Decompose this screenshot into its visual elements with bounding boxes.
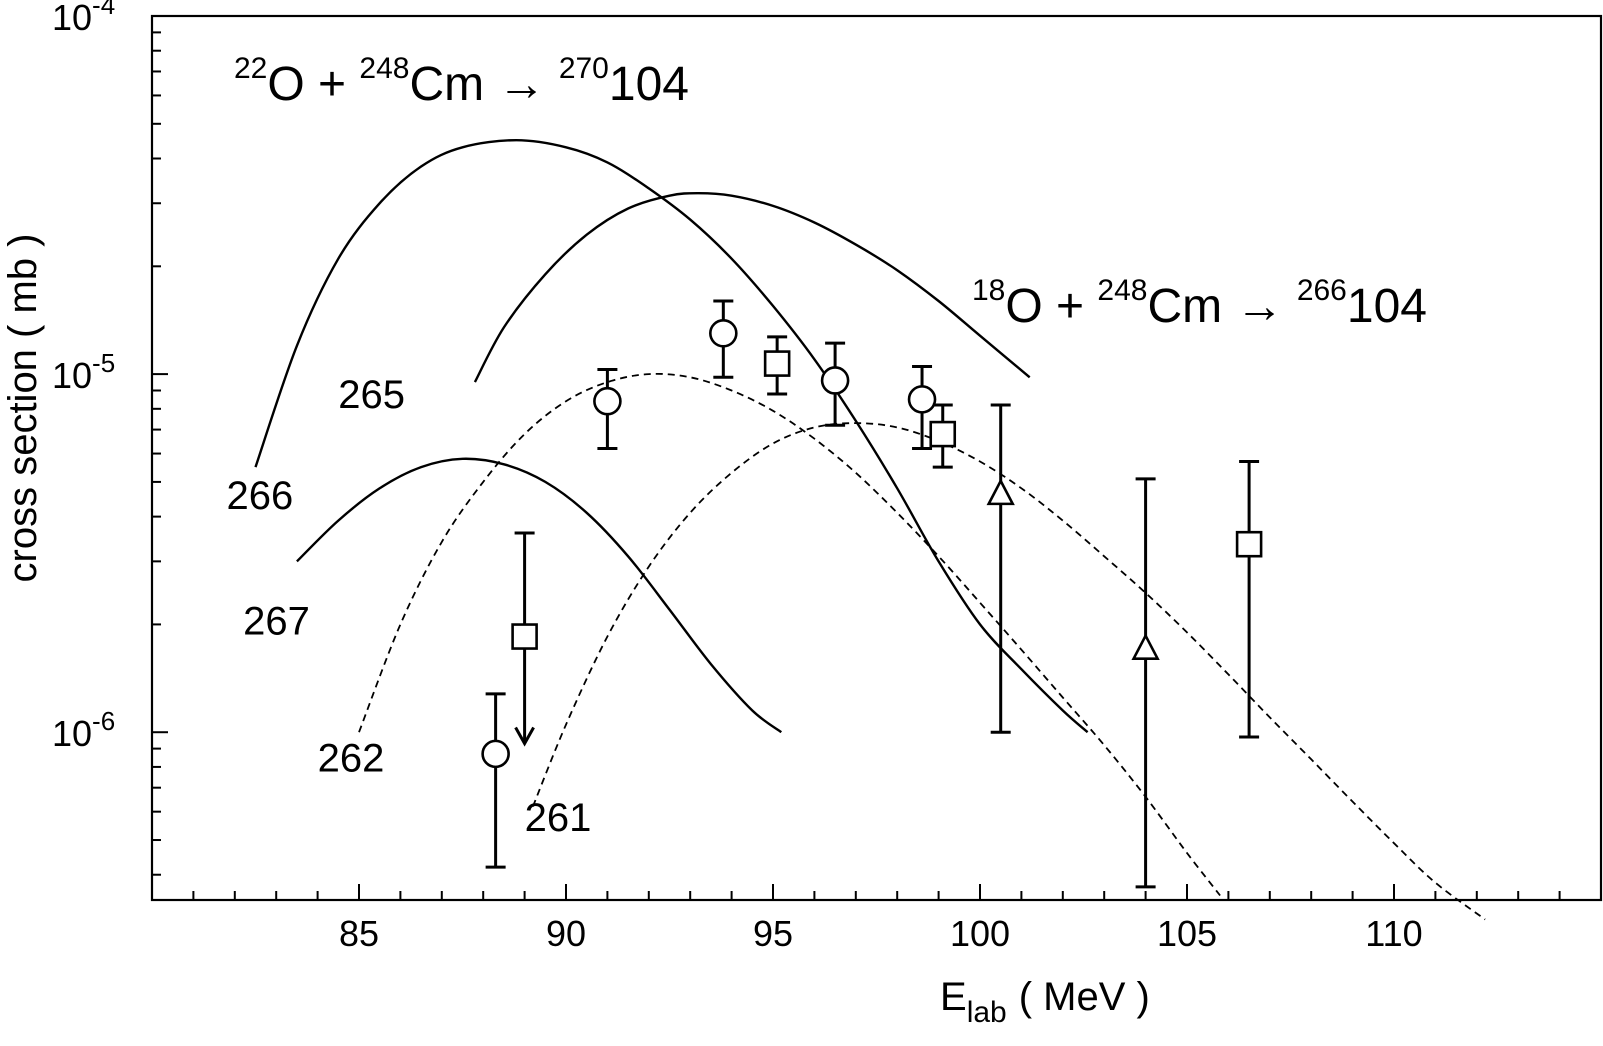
curve-266 [254,138,1089,734]
curve-label-261: 261 [525,796,592,840]
reaction-22o-label: 22O + 248Cm → 270104 [234,52,689,111]
circle-marker [481,739,510,769]
data-points [481,299,1263,889]
circle-marker [907,385,937,414]
y-tick-label: 10-5 [52,348,115,396]
axis-ticks: 85 90 95 100 105 110 10-4 10-5 10-6 [52,0,1561,954]
curve-262 [358,372,1221,897]
y-tick-label: 10-4 [52,0,115,38]
data-point-square [1235,460,1263,739]
curve-label-265: 265 [338,373,405,417]
upper-limit-arrow [514,726,535,747]
data-point-circle [593,368,622,450]
plot-frame [150,14,1603,902]
data-point-square [763,335,791,396]
square-marker [929,420,957,448]
circle-marker [709,319,738,348]
data-point-square [511,531,538,747]
square-marker [763,350,791,377]
data-point-circle [907,365,937,450]
circle-marker [820,366,850,395]
x-axis-title: Elab( MeV ) [940,975,1150,1029]
triangle-marker [986,478,1015,506]
data-point-triangle [1131,477,1160,889]
y-tick-label: 10-6 [52,706,115,754]
model-curves [254,138,1486,921]
data-point-circle [709,299,738,379]
y-axis-title: cross section ( mb ) [1,234,45,583]
triangle-marker [1131,632,1160,660]
data-point-triangle [986,403,1015,734]
x-tick-label: 100 [950,913,1010,954]
curve-label-267: 267 [243,600,310,644]
square-marker [511,623,538,650]
x-tick-label: 85 [339,913,379,954]
reaction-18o-label: 18O + 248Cm → 266104 [972,274,1427,333]
data-point-circle [481,692,510,869]
square-marker [1235,530,1263,558]
x-tick-label: 105 [1157,913,1217,954]
curve-label-262: 262 [318,736,385,780]
data-point-square [929,403,957,469]
curve-label-266: 266 [227,474,294,518]
curve-labels: 266 265 267 262 261 [227,373,592,840]
data-point-circle [820,341,850,427]
curve-265 [473,191,1031,383]
curve-267 [296,457,783,734]
curve-261 [532,422,1486,921]
x-tick-label: 110 [1365,913,1422,954]
x-tick-label: 90 [546,913,586,954]
circle-marker [593,386,622,416]
x-tick-label: 95 [753,913,793,954]
